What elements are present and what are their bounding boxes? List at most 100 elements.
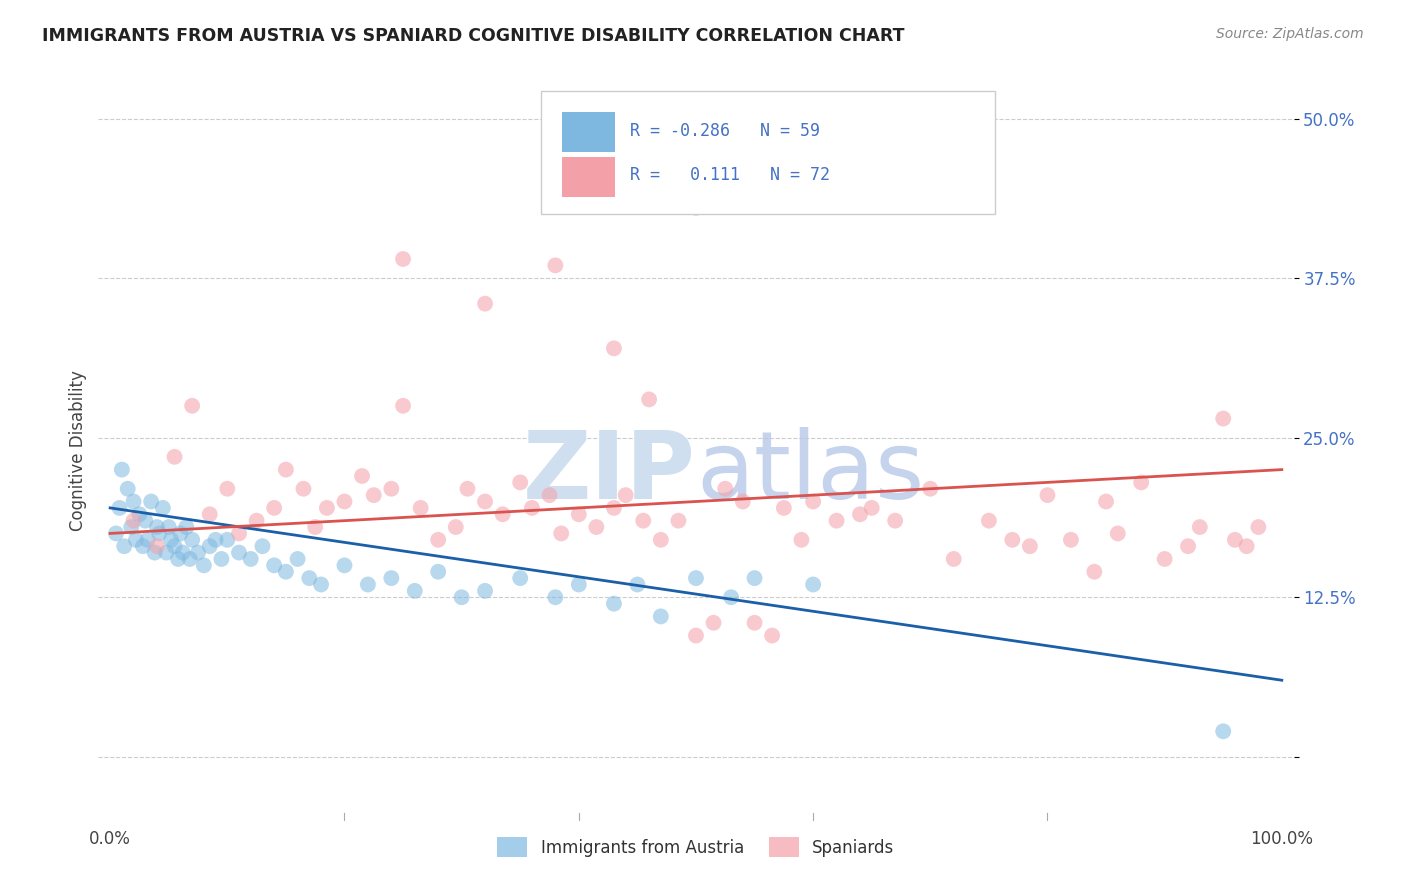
Point bbox=[427, 533, 450, 547]
Point bbox=[363, 488, 385, 502]
Point bbox=[1247, 520, 1270, 534]
Point bbox=[474, 583, 496, 598]
Point bbox=[509, 475, 531, 490]
Point bbox=[163, 450, 186, 464]
Point bbox=[128, 508, 150, 522]
Point bbox=[744, 615, 766, 630]
Point bbox=[550, 526, 572, 541]
Point bbox=[1223, 533, 1246, 547]
Point bbox=[134, 514, 156, 528]
Point bbox=[714, 482, 737, 496]
Point bbox=[538, 488, 561, 502]
Point bbox=[333, 558, 356, 573]
Point bbox=[174, 520, 197, 534]
Text: ZIP: ZIP bbox=[523, 426, 696, 518]
Point bbox=[287, 552, 309, 566]
Point bbox=[157, 520, 180, 534]
Point bbox=[761, 628, 783, 642]
Point bbox=[146, 520, 169, 534]
Point bbox=[1236, 539, 1258, 553]
Point bbox=[603, 500, 626, 515]
Point bbox=[125, 533, 148, 547]
Point bbox=[1212, 724, 1234, 739]
Point bbox=[1188, 520, 1211, 534]
Point bbox=[111, 462, 134, 476]
Point bbox=[1036, 488, 1059, 502]
Point bbox=[181, 533, 204, 547]
Point bbox=[155, 545, 177, 559]
Point bbox=[603, 597, 626, 611]
Point bbox=[509, 571, 531, 585]
Point bbox=[544, 591, 567, 605]
Point bbox=[120, 520, 142, 534]
Point bbox=[1095, 494, 1118, 508]
Point bbox=[117, 482, 139, 496]
Point bbox=[316, 500, 339, 515]
Point bbox=[146, 539, 169, 553]
Point bbox=[152, 500, 174, 515]
Point bbox=[357, 577, 380, 591]
Point bbox=[977, 514, 1000, 528]
Point bbox=[263, 558, 285, 573]
Text: R = -0.286   N = 59: R = -0.286 N = 59 bbox=[630, 121, 820, 140]
Point bbox=[492, 508, 515, 522]
Point bbox=[292, 482, 315, 496]
Point bbox=[860, 500, 883, 515]
Point bbox=[309, 577, 332, 591]
Point bbox=[603, 342, 626, 356]
Point bbox=[427, 565, 450, 579]
Point bbox=[825, 514, 848, 528]
Point bbox=[638, 392, 661, 407]
Point bbox=[626, 577, 648, 591]
Point bbox=[404, 583, 426, 598]
Point bbox=[252, 539, 274, 553]
Point bbox=[380, 482, 402, 496]
Point bbox=[112, 539, 135, 553]
Point bbox=[650, 609, 672, 624]
FancyBboxPatch shape bbox=[541, 91, 995, 213]
Point bbox=[1130, 475, 1153, 490]
Text: Source: ZipAtlas.com: Source: ZipAtlas.com bbox=[1216, 27, 1364, 41]
Point bbox=[920, 482, 942, 496]
Point bbox=[773, 500, 796, 515]
Point bbox=[614, 488, 637, 502]
Point bbox=[246, 514, 269, 528]
Point bbox=[650, 533, 672, 547]
Point bbox=[217, 533, 239, 547]
FancyBboxPatch shape bbox=[562, 112, 614, 153]
Point bbox=[849, 508, 872, 522]
Point bbox=[474, 494, 496, 508]
Point bbox=[163, 539, 186, 553]
Point bbox=[132, 539, 155, 553]
Point bbox=[352, 469, 374, 483]
Point bbox=[148, 526, 170, 541]
Point bbox=[263, 500, 285, 515]
Point bbox=[228, 526, 250, 541]
Point bbox=[731, 494, 754, 508]
Point bbox=[204, 533, 226, 547]
Point bbox=[474, 296, 496, 310]
Point bbox=[1107, 526, 1129, 541]
Legend: Immigrants from Austria, Spaniards: Immigrants from Austria, Spaniards bbox=[491, 830, 901, 864]
Point bbox=[520, 500, 543, 515]
Point bbox=[1001, 533, 1024, 547]
Point bbox=[333, 494, 356, 508]
Point bbox=[298, 571, 321, 585]
Point bbox=[685, 201, 707, 215]
Point bbox=[181, 399, 204, 413]
Point bbox=[380, 571, 402, 585]
Text: R =   0.111   N = 72: R = 0.111 N = 72 bbox=[630, 166, 830, 184]
Point bbox=[685, 628, 707, 642]
Point bbox=[444, 520, 467, 534]
Point bbox=[685, 571, 707, 585]
Point bbox=[187, 545, 209, 559]
Point bbox=[668, 514, 690, 528]
FancyBboxPatch shape bbox=[562, 156, 614, 196]
Point bbox=[274, 462, 297, 476]
Point bbox=[392, 399, 415, 413]
Point bbox=[544, 259, 567, 273]
Point bbox=[304, 520, 326, 534]
Point bbox=[633, 514, 655, 528]
Point bbox=[703, 615, 725, 630]
Point bbox=[1177, 539, 1199, 553]
